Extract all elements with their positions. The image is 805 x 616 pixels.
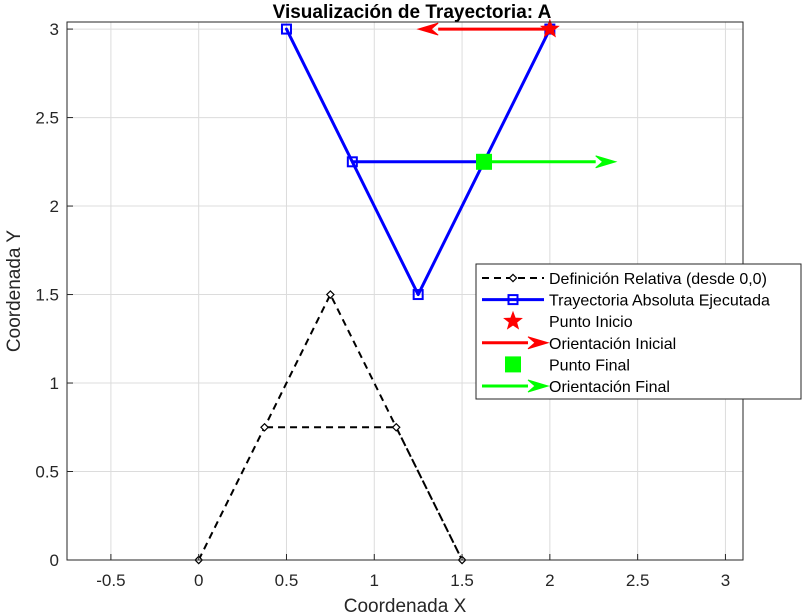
legend-marker bbox=[507, 294, 519, 306]
x-tick-label: 0.5 bbox=[275, 571, 299, 590]
y-tick-label: 2 bbox=[50, 197, 59, 216]
series-2-point bbox=[539, 18, 560, 38]
y-axis-label: Coordenada Y bbox=[4, 230, 25, 353]
legend-entry: Orientación Inicial bbox=[482, 336, 676, 353]
legend-label: Orientación Final bbox=[549, 379, 670, 396]
series-5-arrow-head bbox=[595, 155, 618, 169]
legend-entry: Orientación Final bbox=[482, 379, 670, 396]
legend-entry: Punto Inicio bbox=[503, 310, 633, 331]
x-axis: -0.5 0 0.5 1 1.5 2 2.5 3 bbox=[96, 554, 730, 590]
legend-marker bbox=[505, 356, 521, 373]
x-tick-label: 1.5 bbox=[450, 571, 474, 590]
y-tick-label: 0.5 bbox=[35, 463, 59, 482]
series-1-point bbox=[346, 156, 358, 168]
x-tick-label: 1 bbox=[370, 571, 379, 590]
series-0-line bbox=[197, 293, 464, 561]
series-0-point bbox=[391, 422, 401, 432]
y-axis: 0 0.5 1 1.5 2 2.5 3 bbox=[35, 20, 73, 570]
legend: Definición Relativa (desde 0,0) Trayector… bbox=[475, 263, 802, 400]
series-0-point bbox=[260, 422, 269, 432]
chart-title: Visualización de Trayectoria: A bbox=[273, 2, 552, 23]
series-0 bbox=[194, 290, 467, 565]
legend-arrow-head bbox=[527, 379, 550, 393]
legend-marker bbox=[503, 310, 523, 330]
legend-entry: Trayectoria Absoluta Ejecutada bbox=[482, 293, 770, 310]
series-2 bbox=[539, 18, 560, 38]
series-0-point bbox=[325, 290, 335, 299]
y-tick-label: 0 bbox=[50, 551, 59, 570]
series-1-point bbox=[412, 289, 424, 301]
series-4-point bbox=[476, 153, 493, 170]
x-tick-label: 0 bbox=[194, 571, 203, 590]
legend-box bbox=[475, 263, 802, 400]
legend-label: Definición Relativa (desde 0,0) bbox=[549, 271, 767, 288]
series-1-line bbox=[284, 27, 552, 297]
x-axis-label: Coordenada X bbox=[344, 596, 467, 616]
legend-marker bbox=[508, 273, 518, 283]
y-tick-label: 1 bbox=[50, 374, 59, 393]
x-tick-label: 3 bbox=[721, 571, 730, 590]
series-3-arrow-head bbox=[416, 22, 439, 36]
legend-entry: Definición Relativa (desde 0,0) bbox=[482, 271, 767, 288]
legend-label: Punto Final bbox=[549, 357, 630, 374]
legend-label: Orientación Inicial bbox=[549, 336, 676, 353]
series-4 bbox=[476, 153, 493, 170]
legend-label: Trayectoria Absoluta Ejecutada bbox=[549, 293, 770, 310]
y-tick-label: 3 bbox=[50, 20, 59, 39]
legend-entry: Punto Final bbox=[505, 356, 630, 374]
series-3 bbox=[416, 22, 550, 36]
y-tick-label: 1.5 bbox=[35, 286, 59, 305]
legend-arrow-head bbox=[527, 336, 550, 350]
x-tick-label: -0.5 bbox=[96, 571, 125, 590]
x-tick-label: 2.5 bbox=[626, 571, 650, 590]
y-tick-label: 2.5 bbox=[35, 109, 59, 128]
series-5 bbox=[484, 155, 618, 169]
legend-label: Punto Inicio bbox=[549, 314, 633, 331]
x-tick-label: 2 bbox=[545, 571, 554, 590]
series-1-point bbox=[280, 23, 292, 35]
